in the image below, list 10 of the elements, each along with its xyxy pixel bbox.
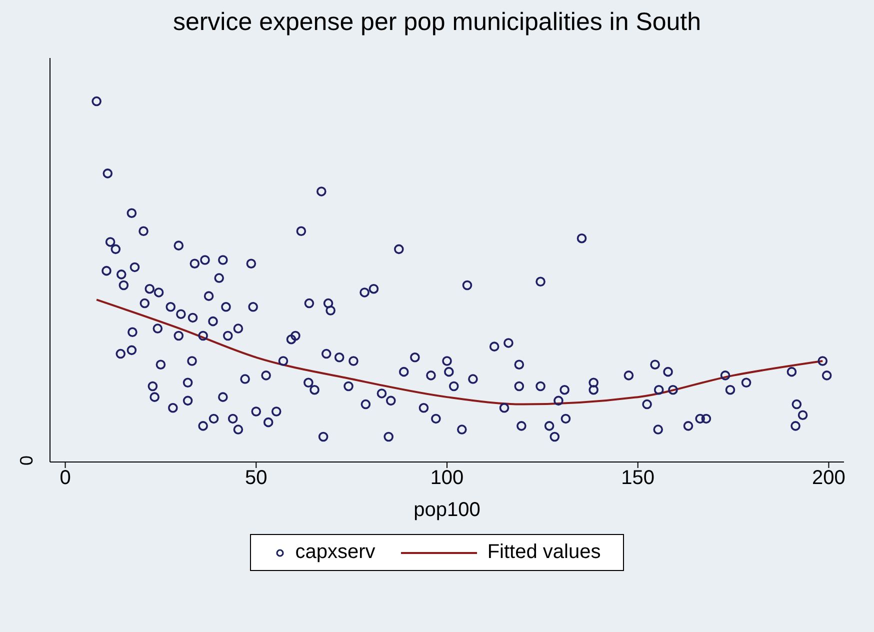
x-tick-label: 100 (430, 467, 464, 490)
text: 0 (16, 455, 38, 466)
x-tick-label: 200 (812, 467, 846, 490)
x-tick-label: 0 (60, 467, 71, 490)
x-axis-title: pop100 (414, 499, 480, 521)
x-tick-label: 50 (245, 467, 268, 490)
chart-title: service expense per pop municipalities in South (172, 7, 702, 38)
x-tick-label: 150 (621, 467, 655, 490)
legend-label: Fitted values (487, 541, 601, 564)
legend-label: capxserv (295, 541, 376, 564)
